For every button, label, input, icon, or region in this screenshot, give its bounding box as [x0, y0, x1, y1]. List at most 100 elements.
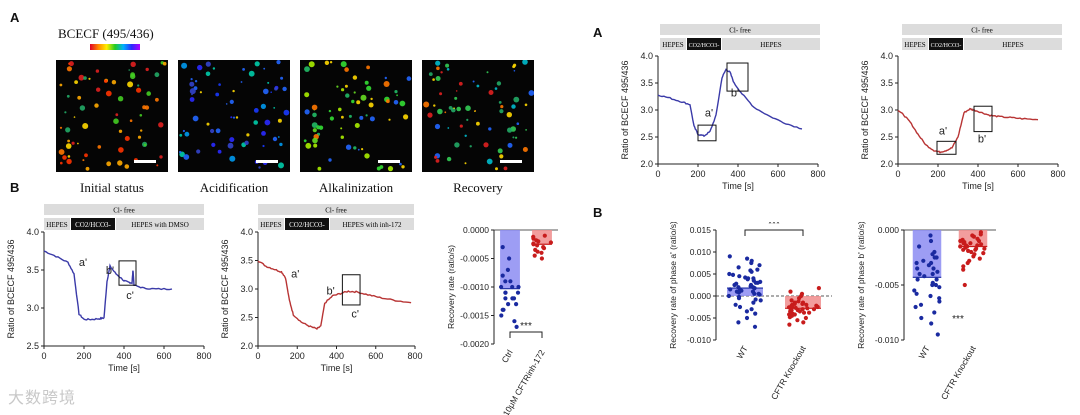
y-tick-label: 0.010 [690, 247, 712, 257]
cell [229, 137, 235, 143]
cell [312, 128, 317, 133]
cell [235, 116, 239, 119]
data-point [914, 260, 919, 266]
cell [154, 72, 160, 78]
cell [353, 91, 356, 94]
highlight-box [341, 274, 361, 306]
data-point [514, 302, 519, 307]
cell [94, 103, 99, 108]
data-point [982, 246, 987, 251]
cell [130, 72, 135, 77]
cell [435, 159, 440, 163]
protocol-seg-co2: CO2/HCO3- [931, 43, 962, 49]
cell [304, 92, 310, 98]
data-point [937, 296, 942, 301]
cell [472, 80, 475, 83]
cell [476, 121, 480, 126]
cell [465, 105, 471, 111]
cell [140, 129, 143, 132]
x-tick-label: 0 [655, 169, 660, 179]
cell [146, 91, 151, 96]
y-tick-label: -0.0015 [460, 311, 489, 321]
cell [329, 61, 333, 64]
cell [456, 106, 461, 112]
cell [486, 158, 493, 165]
data-point [937, 299, 942, 304]
y-axis-label: Ratio of BCECF 495/436 [620, 60, 630, 159]
x-tick-label: 400 [730, 169, 745, 179]
data-point [503, 296, 508, 301]
cell [78, 74, 85, 81]
cell [96, 87, 101, 92]
cell [105, 90, 112, 97]
data-point [971, 234, 976, 239]
data-point [801, 310, 807, 315]
cell [189, 88, 196, 95]
cell [370, 97, 373, 101]
cell [328, 158, 332, 162]
cell [205, 71, 211, 77]
y-tick-label: -0.0005 [460, 254, 489, 264]
data-point [728, 287, 733, 292]
data-point [811, 307, 817, 312]
micrograph-image [423, 60, 534, 171]
y-tick-label: 2.5 [26, 341, 39, 351]
annotation-label: b' [327, 286, 335, 298]
cell [525, 129, 527, 131]
cell [190, 78, 193, 81]
cell [366, 85, 372, 91]
cell [60, 161, 63, 165]
cell [464, 162, 467, 165]
cell [360, 94, 367, 101]
cell [137, 135, 142, 139]
data-point [933, 282, 938, 288]
data-point [506, 302, 511, 307]
data-point [788, 289, 793, 294]
x-tick-label: 200 [290, 351, 305, 361]
x-tick-label: 800 [196, 351, 211, 361]
data-point [531, 242, 536, 247]
data-point [736, 290, 741, 295]
cell [192, 115, 199, 122]
cell [73, 116, 76, 118]
cell [498, 101, 502, 104]
annotation-label: a' [79, 257, 87, 269]
series-line-dmso [43, 250, 173, 321]
cell [262, 144, 265, 148]
x-tick-label: 800 [407, 351, 422, 361]
cell [361, 148, 364, 151]
data-point [963, 243, 969, 248]
cell [182, 129, 185, 133]
cell [118, 129, 123, 133]
cell [130, 61, 136, 67]
cell [242, 68, 245, 71]
highlight-box [936, 140, 957, 155]
data-point [807, 310, 812, 315]
data-point [499, 313, 504, 318]
series-line-cftr-knockout [897, 107, 1039, 154]
cell [65, 127, 71, 133]
data-point [797, 309, 802, 314]
data-point [917, 244, 922, 249]
data-point [973, 247, 978, 252]
cell [95, 69, 100, 73]
cell [206, 122, 210, 126]
data-point [512, 319, 517, 324]
x-tick-label: 600 [1010, 169, 1025, 179]
data-point [744, 315, 750, 321]
highlight-box [118, 260, 137, 286]
cell [356, 100, 361, 105]
data-point [978, 232, 983, 237]
cell [359, 115, 364, 120]
cell [512, 65, 516, 69]
cell [476, 84, 480, 88]
cell [261, 131, 266, 136]
caption-alkalinization: Alkalinization [318, 180, 394, 195]
cell [64, 111, 67, 114]
cell [179, 133, 183, 137]
cell [357, 148, 360, 151]
cell [263, 88, 269, 95]
cell [384, 76, 387, 80]
data-point [548, 240, 553, 245]
data-point [919, 315, 924, 321]
